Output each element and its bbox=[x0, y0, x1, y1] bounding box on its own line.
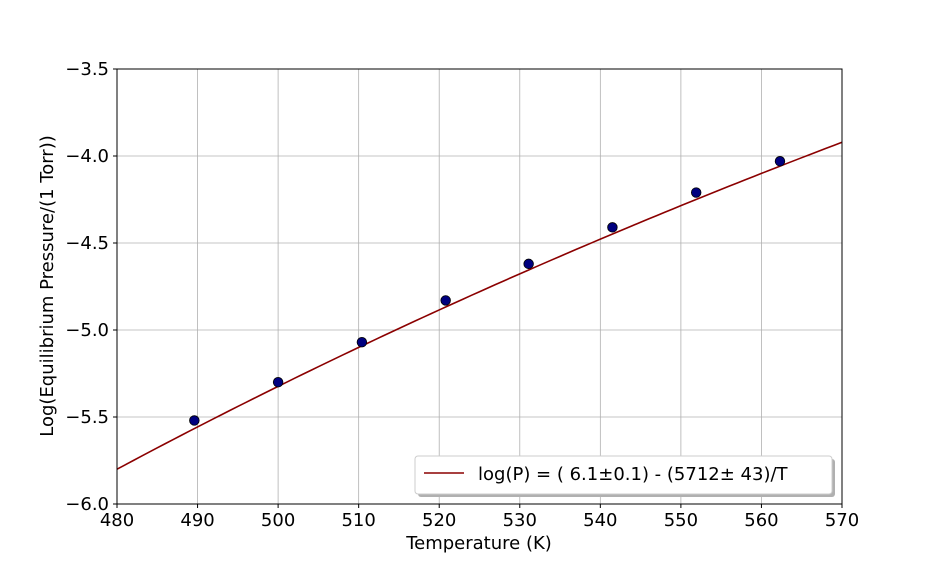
plot-frame bbox=[116, 68, 843, 505]
x-tick-label: 530 bbox=[503, 510, 537, 531]
grid bbox=[116, 68, 843, 505]
x-tick-label: 570 bbox=[825, 510, 859, 531]
data-point bbox=[272, 377, 284, 388]
x-tick-label: 540 bbox=[583, 510, 617, 531]
x-tick-label: 490 bbox=[180, 510, 214, 531]
data-point bbox=[356, 336, 368, 348]
data-point bbox=[607, 222, 618, 233]
legend-label: log(P) = ( 6.1±0.1) - (5712± 43)/T bbox=[478, 464, 789, 485]
legend-box bbox=[414, 455, 833, 495]
fit-line bbox=[116, 141, 843, 470]
fit-line-group bbox=[116, 141, 843, 470]
y-tick-label: −4.5 bbox=[65, 233, 109, 254]
x-tick-label: 550 bbox=[664, 510, 698, 531]
y-tick-label: −5.0 bbox=[65, 320, 109, 341]
legend: log(P) = ( 6.1±0.1) - (5712± 43)/T bbox=[414, 455, 835, 497]
data-point bbox=[440, 295, 451, 306]
y-tick-label: −6.0 bbox=[65, 494, 109, 515]
y-axis-label: Log(Equilibrium Pressure/(1 Torr)) bbox=[37, 135, 58, 436]
data-point bbox=[690, 187, 702, 198]
y-axis-ticks: −6.0 −5.5 −5.0 −4.5 −4.0 −3.5 bbox=[65, 59, 117, 515]
y-tick-label: −4.0 bbox=[65, 146, 109, 167]
x-tick-label: 560 bbox=[744, 510, 778, 531]
data-points bbox=[189, 156, 786, 426]
x-axis-ticks: 480 490 500 510 520 530 540 550 560 570 bbox=[100, 504, 859, 531]
data-point bbox=[774, 156, 786, 167]
y-tick-label: −5.5 bbox=[65, 407, 109, 428]
x-tick-label: 520 bbox=[422, 510, 456, 531]
x-tick-label: 500 bbox=[261, 510, 295, 531]
x-tick-label: 480 bbox=[100, 510, 134, 531]
y-tick-label: −3.5 bbox=[65, 59, 109, 80]
x-tick-label: 510 bbox=[341, 510, 375, 531]
data-point bbox=[523, 258, 534, 270]
x-axis-label: Temperature (K) bbox=[405, 533, 552, 554]
data-point bbox=[189, 415, 200, 426]
